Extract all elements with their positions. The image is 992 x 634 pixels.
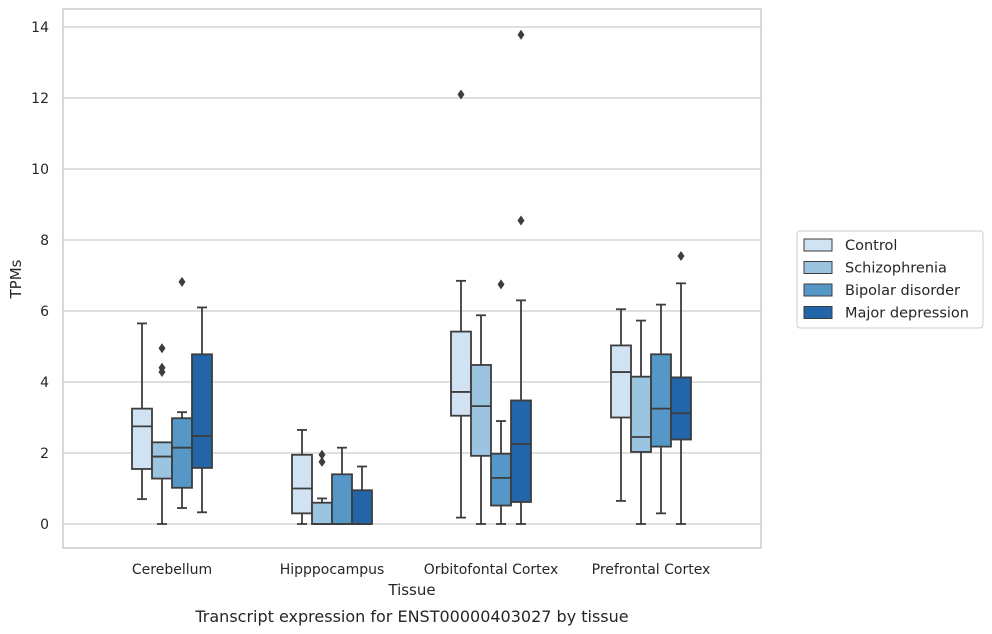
outlier-point: [497, 279, 505, 290]
box-body: [450, 330, 472, 417]
box-body: [151, 441, 173, 480]
box-body: [650, 353, 672, 448]
box-major-depression: [351, 465, 373, 525]
legend-swatch: [803, 283, 833, 297]
box-body: [171, 417, 193, 489]
legend-swatch: [803, 238, 833, 252]
box-major-depression: [191, 306, 213, 514]
x-tick-label: Orbitofontal Cortex: [424, 562, 559, 578]
x-tick-labels: Cerebellum Hipppocampus Orbitofontal Corte…: [132, 562, 710, 578]
box-control: [450, 89, 472, 519]
y-tick-label: 4: [40, 375, 49, 391]
box-body: [670, 376, 692, 441]
x-tick-label: Hipppocampus: [280, 562, 385, 578]
legend-label: Major depression: [845, 306, 969, 322]
x-tick-label: Prefrontal Cortex: [592, 562, 711, 578]
x-axis-label: Tissue: [387, 581, 435, 599]
legend: Control Schizophrenia Bipolar disorder Majo…: [796, 230, 984, 329]
outlier-point: [517, 29, 525, 40]
y-tick-label: 6: [40, 304, 49, 320]
plot-frame: [62, 8, 762, 549]
y-tick-label: 2: [40, 446, 49, 462]
outlier-point: [318, 456, 326, 467]
legend-swatch: [803, 261, 833, 274]
box-body: [131, 407, 153, 470]
box-bipolar-disorder: [490, 279, 512, 525]
x-tick-label: Cerebellum: [132, 562, 212, 578]
y-tick-label: 10: [31, 162, 49, 178]
box-schizophrenia: [470, 314, 492, 525]
box-bipolar-disorder: [171, 276, 193, 509]
box-control: [131, 322, 153, 501]
outlier-point: [158, 362, 166, 373]
box-major-depression: [670, 250, 692, 525]
legend-swatch: [803, 306, 833, 319]
box-body: [630, 375, 652, 453]
y-tick-label: 8: [40, 233, 49, 249]
box-schizophrenia: [151, 343, 173, 525]
box-control: [291, 429, 313, 525]
box-body: [191, 353, 213, 469]
chart-caption: Transcript expression for ENST0000040302…: [194, 607, 628, 626]
box-body: [331, 473, 353, 525]
y-tick-label: 14: [31, 20, 49, 36]
legend-frame: [796, 230, 984, 329]
box-major-depression: [510, 29, 532, 525]
outlier-point: [178, 276, 186, 287]
outlier-point: [457, 89, 465, 100]
box-body: [311, 501, 333, 525]
box-body: [490, 452, 512, 507]
outlier-point: [677, 250, 685, 261]
box-body: [291, 453, 313, 515]
y-tick-label: 0: [40, 517, 49, 533]
y-tick-labels: 0 2 4 6 8 10 12 14: [31, 20, 49, 533]
outlier-point: [318, 449, 326, 460]
legend-label: Bipolar disorder: [845, 283, 960, 299]
legend-label: Control: [845, 238, 897, 254]
y-axis-label: TPMs: [7, 259, 25, 299]
box-body: [470, 364, 492, 457]
box-body: [610, 344, 632, 419]
box-body: [351, 489, 373, 525]
boxes: [131, 29, 692, 525]
outlier-point: [517, 215, 525, 226]
outlier-point: [158, 343, 166, 354]
legend-label: Schizophrenia: [845, 261, 947, 277]
box-body: [510, 399, 532, 503]
box-bipolar-disorder: [650, 303, 672, 515]
y-tick-label: 12: [31, 91, 49, 107]
